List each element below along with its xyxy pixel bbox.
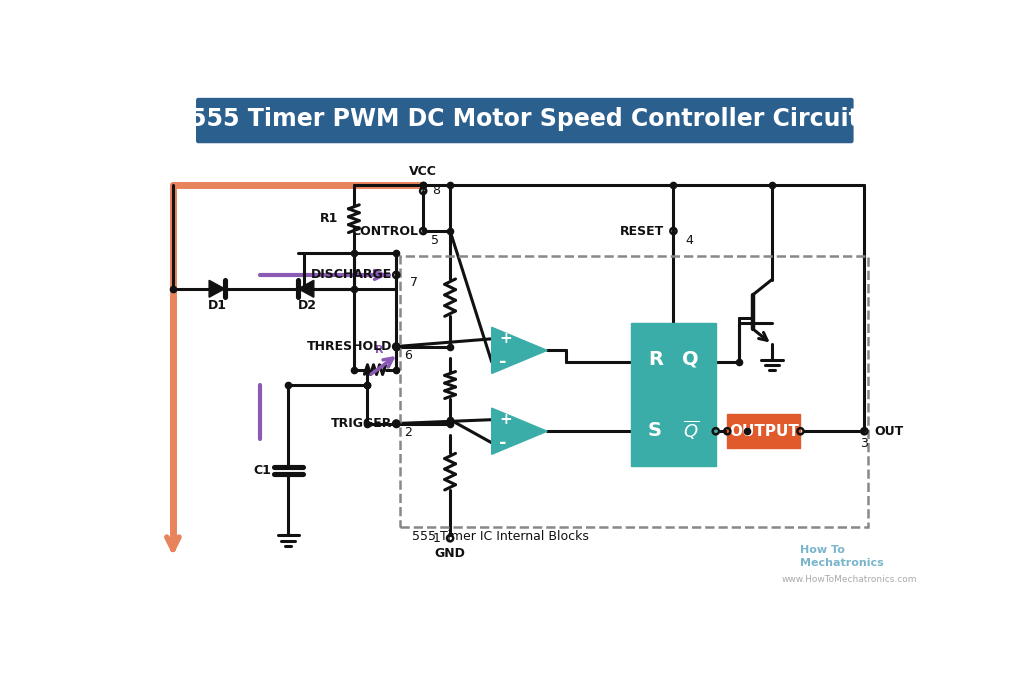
Text: DISCHARGE: DISCHARGE — [311, 268, 392, 282]
Bar — [727, 415, 801, 448]
Text: 6: 6 — [403, 349, 412, 362]
Text: C1: C1 — [254, 464, 271, 477]
Text: 5: 5 — [431, 234, 439, 247]
Text: D1: D1 — [208, 299, 227, 312]
Text: 7: 7 — [410, 276, 418, 289]
Polygon shape — [209, 280, 224, 297]
Polygon shape — [298, 280, 313, 297]
Bar — [400, 256, 868, 528]
FancyBboxPatch shape — [196, 98, 854, 144]
Polygon shape — [492, 328, 547, 373]
Text: RESET: RESET — [620, 224, 665, 237]
Text: GND: GND — [434, 547, 466, 560]
Text: R: R — [648, 350, 663, 369]
Text: $\overline{Q}$: $\overline{Q}$ — [683, 419, 698, 441]
Text: 2: 2 — [403, 426, 412, 439]
Text: OUTPUT: OUTPUT — [729, 424, 799, 439]
Text: CONTROL: CONTROL — [351, 224, 419, 237]
Bar — [631, 324, 716, 466]
Text: R1: R1 — [321, 212, 339, 225]
Text: TRIGGER: TRIGGER — [331, 417, 392, 430]
Text: -: - — [500, 434, 507, 452]
Text: 8: 8 — [432, 185, 440, 197]
Text: -: - — [500, 353, 507, 371]
Text: 555 Timer IC Internal Blocks: 555 Timer IC Internal Blocks — [412, 530, 589, 543]
Text: 1: 1 — [433, 532, 441, 545]
Text: Q: Q — [682, 350, 698, 369]
Text: OUT: OUT — [874, 425, 903, 437]
Text: www.HowToMechatronics.com: www.HowToMechatronics.com — [781, 576, 916, 584]
Text: THRESHOLD: THRESHOLD — [307, 340, 392, 353]
Text: R: R — [375, 344, 383, 355]
Text: 4: 4 — [685, 234, 693, 247]
Text: 3: 3 — [860, 437, 868, 450]
Text: D2: D2 — [298, 299, 317, 312]
Text: How To
Mechatronics: How To Mechatronics — [801, 545, 884, 568]
Text: S: S — [648, 421, 662, 439]
Text: +: + — [500, 332, 512, 346]
Text: VCC: VCC — [410, 165, 437, 178]
Polygon shape — [492, 408, 547, 454]
Text: 555 Timer PWM DC Motor Speed Controller Circuit: 555 Timer PWM DC Motor Speed Controller … — [189, 107, 860, 131]
Text: +: + — [500, 412, 512, 427]
